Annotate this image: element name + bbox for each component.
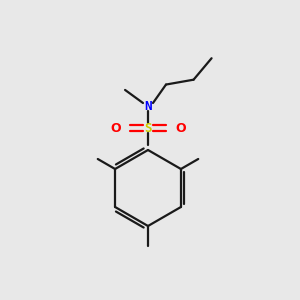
Text: S: S (144, 122, 152, 134)
Text: N: N (144, 100, 152, 112)
Text: O: O (175, 122, 186, 134)
Text: O: O (110, 122, 121, 134)
